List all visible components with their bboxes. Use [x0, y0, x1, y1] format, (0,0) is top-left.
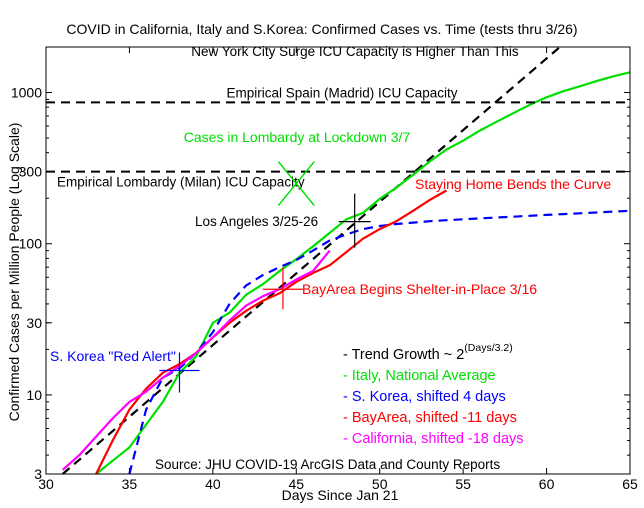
annotations: Cases in Lombardy at Lockdown 3/7 Staying… [50, 129, 611, 393]
ref-label-nyc: New York City Surge ICU Capacity is High… [191, 44, 519, 59]
annotation-skorea-red-alert: S. Korea "Red Alert" [50, 348, 176, 364]
series-line-italy-national-average [95, 71, 630, 474]
legend-item: - S. Korea, shifted 4 days [343, 389, 506, 405]
series-line-bayarea-shifted-days [95, 189, 448, 474]
y-tick-label: 3 [34, 466, 42, 482]
x-tick-label: 30 [38, 476, 54, 492]
ref-label-spain: Empirical Spain (Madrid) ICU Capacity [226, 85, 457, 100]
reference-lines: New York City Surge ICU Capacity is High… [46, 44, 630, 190]
legend-item: - California, shifted -18 days [343, 431, 524, 447]
y-axis-label: Confirmed Cases per Million People (Log … [6, 123, 22, 422]
series-layer [61, 47, 630, 474]
x-tick-label: 40 [205, 476, 221, 492]
annotation-staying-home: Staying Home Bends the Curve [415, 176, 611, 192]
y-tick-label: 100 [19, 236, 43, 252]
x-tick-label: 60 [539, 476, 555, 492]
y-tick-label: 300 [19, 164, 43, 180]
x-tick-label: 45 [288, 476, 304, 492]
ref-label-lombardy: Empirical Lombardy (Milan) ICU Capacity [57, 175, 305, 190]
chart-title: COVID in California, Italy and S.Korea: … [66, 21, 577, 37]
series-line-california-shifted-days [61, 249, 331, 471]
plot-frame [45, 46, 631, 475]
x-tick-label: 35 [122, 476, 138, 492]
source-note: Source: JHU COVID-19 ArcGIS Data and Cou… [155, 457, 500, 472]
y-tick-label: 30 [26, 315, 42, 331]
annotation-lombardy-lockdown: Cases in Lombardy at Lockdown 3/7 [184, 129, 411, 145]
series-line-trend-growth [61, 47, 562, 474]
legend-superscript: (Days/3.2) [464, 342, 512, 354]
annotation-bayarea-shelter: BayArea Begins Shelter-in-Place 3/16 [302, 281, 537, 297]
x-tick-label: 65 [622, 476, 638, 492]
annotation-los-angeles: Los Angeles 3/25-26 [195, 214, 318, 229]
legend-item: - Italy, National Average [343, 368, 496, 384]
marker-x-lombardy-b [277, 161, 315, 207]
legend: - Trend Growth ~ 2(Days/3.2)- Italy, Nat… [343, 342, 524, 447]
x-tick-label: 55 [455, 476, 471, 492]
x-axis-label: Days Since Jan 21 [282, 487, 399, 503]
series-line-s-korea-shifted-days [128, 209, 630, 474]
y-tick-label: 10 [26, 387, 42, 403]
axes: 30 35 40 45 50 55 60 65 3 10 30 100 300 1000 [11, 46, 638, 492]
x-tick-label: 50 [372, 476, 388, 492]
y-tick-label: 1000 [11, 85, 42, 101]
legend-item: - BayArea, shifted -11 days [343, 410, 517, 426]
